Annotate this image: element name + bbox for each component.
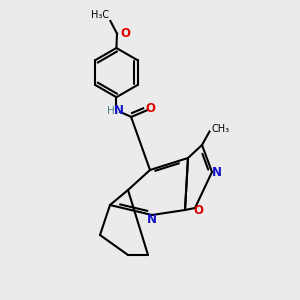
Text: O: O bbox=[120, 27, 130, 40]
Text: H₃C: H₃C bbox=[91, 10, 109, 20]
Text: N: N bbox=[147, 213, 157, 226]
Text: N: N bbox=[114, 104, 124, 117]
Text: O: O bbox=[145, 102, 155, 116]
Text: CH₃: CH₃ bbox=[211, 124, 229, 134]
Text: O: O bbox=[194, 205, 204, 218]
Text: H: H bbox=[107, 106, 115, 116]
Text: N: N bbox=[212, 166, 221, 178]
